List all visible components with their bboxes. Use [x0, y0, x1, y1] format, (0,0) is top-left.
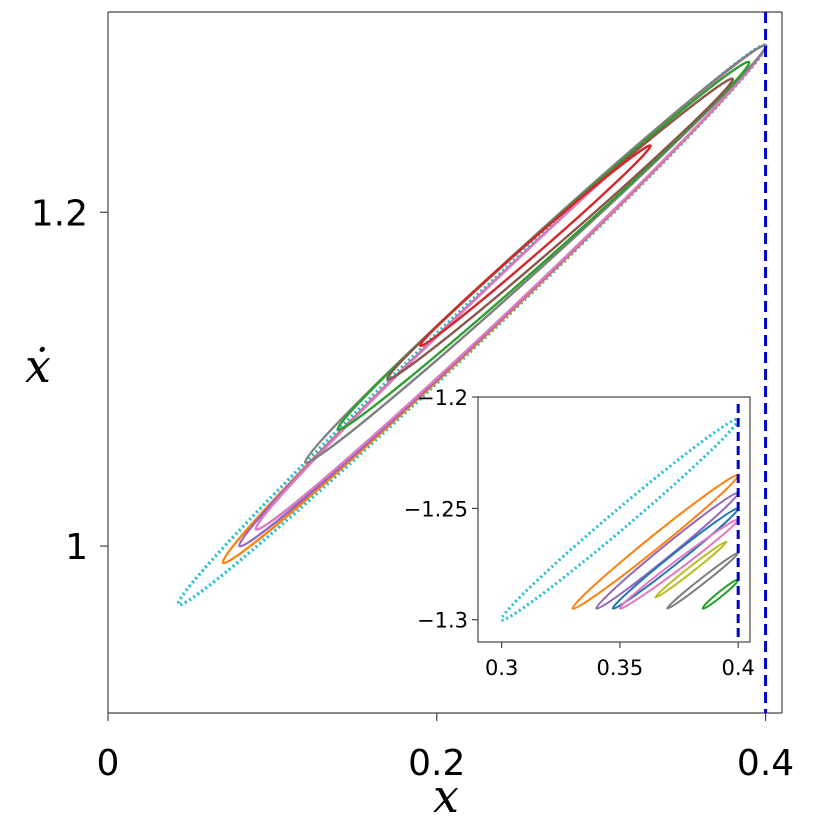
inset-x-tick-label-2: 0.4 — [721, 656, 754, 680]
inset-y-tick-label-0: −1.2 — [417, 386, 468, 410]
inset-series-6 — [654, 540, 728, 599]
main-x-tick-label-2: 0.4 — [737, 743, 794, 784]
main-plot-frame — [107, 11, 783, 714]
x-axis-label: x — [433, 769, 459, 823]
inset-tick-group: 0.3 0.35 0.4 −1.2 −1.25 −1.3 — [404, 386, 755, 680]
inset-y-tick-label-1: −1.25 — [404, 497, 468, 521]
main-series-group — [176, 43, 768, 607]
main-series-6 — [336, 60, 751, 431]
inset-x-tick-label-0: 0.3 — [485, 656, 518, 680]
main-series-8 — [419, 144, 652, 348]
inset-y-tick-label-2: −1.3 — [417, 609, 468, 633]
main-x-tick-label-0: 0 — [97, 743, 120, 784]
main-x-tick-label-1: 0.2 — [408, 743, 465, 784]
main-tick-group: 0 0.2 0.4 1 1.2 — [31, 193, 794, 784]
main-y-tick-label-0: 1 — [65, 527, 88, 568]
inset-x-tick-label-1: 0.35 — [597, 656, 644, 680]
main-y-tick-label-1: 1.2 — [31, 193, 88, 234]
y-axis-label: ẋ — [25, 339, 51, 393]
